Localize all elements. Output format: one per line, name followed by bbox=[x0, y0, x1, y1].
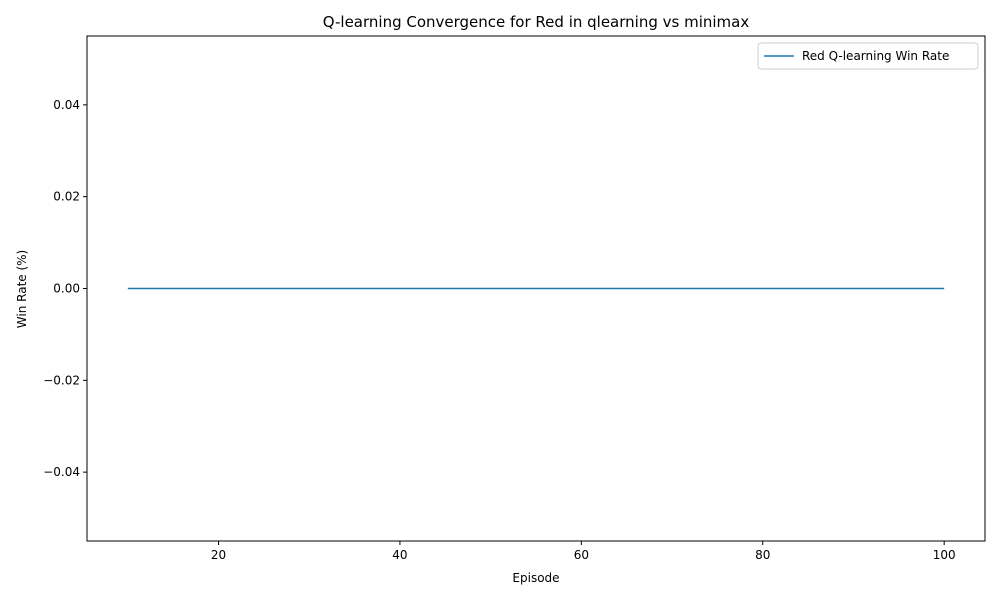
x-tick-label: 100 bbox=[933, 548, 956, 562]
chart-title: Q-learning Convergence for Red in qlearn… bbox=[323, 13, 750, 31]
y-tick-label: 0.02 bbox=[53, 190, 80, 204]
plot-frame bbox=[86, 35, 986, 542]
x-axis-label: Episode bbox=[512, 571, 559, 585]
legend-label: Red Q-learning Win Rate bbox=[802, 49, 949, 63]
y-tick-label: −0.04 bbox=[43, 465, 80, 479]
legend: Red Q-learning Win Rate bbox=[757, 42, 979, 70]
y-tick-label: 0.00 bbox=[53, 282, 80, 296]
y-tick-label: 0.04 bbox=[53, 98, 80, 112]
x-tick-label: 60 bbox=[574, 548, 589, 562]
x-tick-label: 40 bbox=[392, 548, 407, 562]
x-tick-label: 80 bbox=[755, 548, 770, 562]
y-axis-label: Win Rate (%) bbox=[15, 250, 29, 328]
legend-box bbox=[757, 42, 979, 70]
x-tick-label: 20 bbox=[211, 548, 226, 562]
y-tick-label: −0.02 bbox=[43, 373, 80, 387]
